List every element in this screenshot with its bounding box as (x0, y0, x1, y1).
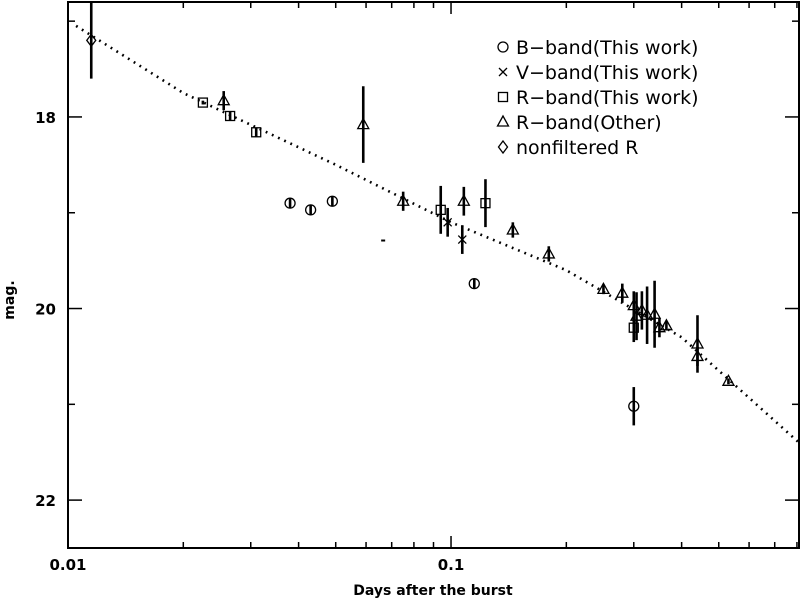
data-point-circle-4 (628, 400, 640, 412)
data-point-triangle-4 (506, 222, 520, 235)
x-tick-label-0.01: 0.01 (49, 556, 86, 574)
data-point-triangle-5 (542, 246, 556, 259)
y-tick-label-22: 22 (35, 492, 56, 510)
data-point-triangle-0 (217, 93, 231, 106)
data-point-triangle-17 (721, 373, 736, 386)
data-point-square-2 (251, 127, 262, 138)
data-point-square-4 (480, 198, 491, 209)
data-point-triangle-7 (615, 285, 629, 298)
legend-label-0: B−band(This work) (516, 37, 698, 59)
x-tick-label-0.1: 0.1 (438, 556, 465, 574)
data-point-triangle-16 (690, 349, 705, 362)
data-point-square-0 (197, 97, 209, 108)
legend-label-4: nonfiltered R (516, 137, 638, 159)
data-point-square-1 (224, 110, 236, 122)
x-axis-title: Days after the burst (353, 583, 513, 599)
legend-marker-x (498, 67, 508, 77)
y-tick-label-18: 18 (35, 109, 56, 127)
data-point-triangle-2 (396, 193, 410, 206)
marks-layer (85, 2, 736, 426)
data-point-x-0 (443, 217, 453, 227)
data-point-x-1 (457, 235, 467, 245)
data-point-triangle-6 (596, 282, 611, 295)
legend-marker-circle (497, 41, 509, 53)
legend: B−band(This work) V−band(This work) R−band… (496, 37, 699, 159)
legend-marker-triangle (496, 114, 510, 127)
data-point-triangle-11 (640, 307, 654, 320)
data-point-square-3 (435, 204, 446, 216)
data-point-circle-2 (326, 195, 339, 207)
data-point-circle-0 (284, 197, 296, 209)
data-point-square-5 (628, 322, 639, 333)
legend-marker-diamond (497, 139, 509, 155)
data-point-circle-3 (468, 277, 480, 290)
legend-marker-square (497, 91, 509, 103)
data-point-triangle-3 (457, 193, 471, 206)
data-point-triangle-1 (356, 117, 370, 130)
data-point-triangle-12 (647, 306, 662, 319)
y-tick-label-20: 20 (35, 301, 56, 319)
legend-label-3: R−band(Other) (516, 112, 662, 134)
ticks-layer: 0.01 0.1 18 20 22 (35, 2, 799, 574)
data-point-triangle-10 (635, 303, 649, 316)
legend-label-2: R−band(This work) (516, 87, 699, 109)
y-axis-title: mag. (2, 280, 18, 319)
data-point-triangle-9 (629, 308, 644, 321)
legend-label-1: V−band(This work) (516, 62, 698, 84)
data-point-diamond-0 (85, 33, 97, 48)
data-point-triangle-14 (659, 318, 673, 331)
data-point-circle-1 (304, 204, 317, 216)
